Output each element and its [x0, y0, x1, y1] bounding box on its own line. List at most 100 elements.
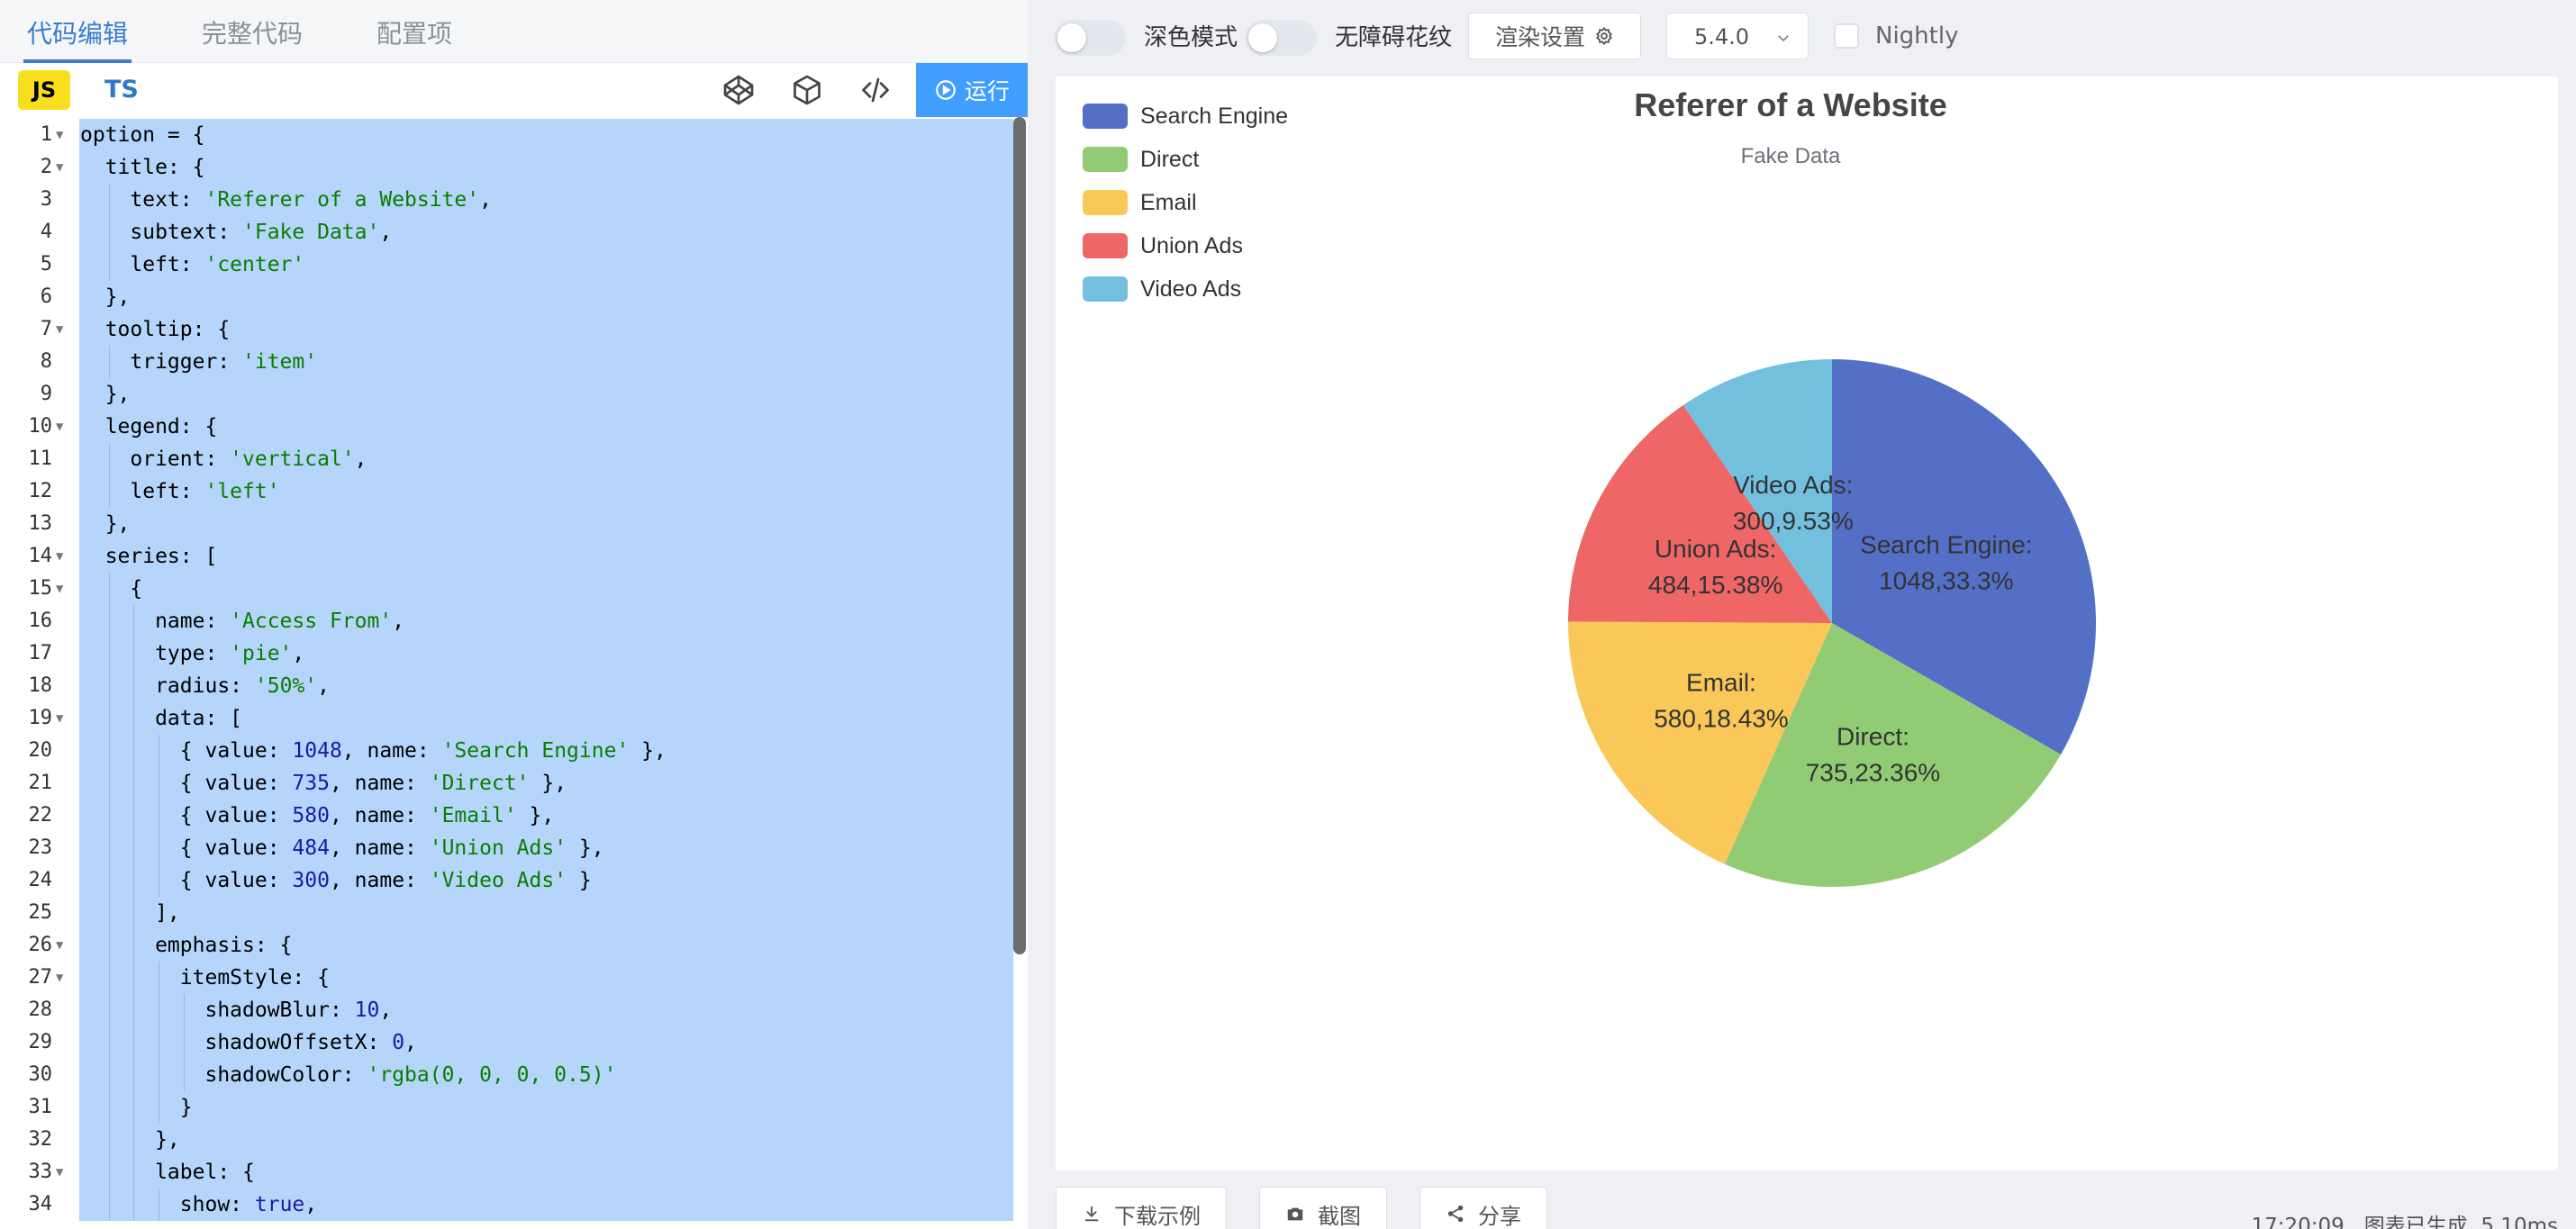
- nightly-label: Nightly: [1875, 23, 1959, 50]
- code-line: 31 }: [0, 1091, 1028, 1124]
- selection-highlight: [79, 832, 1013, 864]
- pie-slice[interactable]: [1832, 359, 2096, 755]
- line-number: 17: [28, 642, 53, 664]
- chevron-down-icon: [1778, 35, 1789, 42]
- selection-highlight: [79, 670, 1013, 702]
- line-number: 21: [28, 772, 53, 794]
- render-settings-button[interactable]: 渲染设置: [1468, 13, 1641, 59]
- dark-mode-toggle[interactable]: [1054, 20, 1126, 56]
- indent-guide: [183, 1026, 185, 1059]
- selection-highlight: [79, 119, 1013, 151]
- code-text: tooltip: {: [80, 318, 231, 341]
- selection-highlight: [79, 249, 1013, 281]
- code-line: 13 },: [0, 508, 1028, 540]
- code-line: 7 ▼ tooltip: {: [0, 313, 1028, 346]
- accessibility-pattern-toggle[interactable]: [1245, 20, 1317, 56]
- run-button[interactable]: 运行: [916, 63, 1028, 117]
- indent-guide: [133, 1091, 135, 1124]
- code-text: itemStyle: {: [80, 966, 330, 990]
- indent-guide: [108, 475, 110, 508]
- line-number: 31: [28, 1096, 53, 1118]
- selection-highlight: [79, 540, 1013, 573]
- fold-arrow-icon[interactable]: ▼: [56, 582, 64, 596]
- codesandbox-icon[interactable]: [791, 74, 823, 106]
- legend-swatch[interactable]: [1083, 276, 1128, 302]
- line-number: 16: [28, 610, 53, 632]
- fold-arrow-icon[interactable]: ▼: [56, 128, 64, 142]
- pie-slice[interactable]: [1568, 405, 1832, 623]
- code-text: trigger: 'item': [80, 350, 318, 374]
- fold-arrow-icon[interactable]: ▼: [56, 711, 64, 726]
- pie-chart: Referer of a Website Fake Data Search Engi…: [1083, 86, 2096, 888]
- indent-guide: [133, 962, 135, 994]
- legend-label[interactable]: Union Ads: [1140, 233, 1243, 258]
- indent-guide: [108, 702, 110, 735]
- legend-swatch[interactable]: [1083, 233, 1128, 258]
- indent-guide: [133, 1059, 135, 1091]
- pie-slice[interactable]: [1568, 621, 1832, 864]
- selection-highlight: [79, 443, 1013, 475]
- nightly-checkbox[interactable]: [1834, 23, 1859, 49]
- selection-highlight: [79, 411, 1013, 443]
- legend-label[interactable]: Video Ads: [1140, 276, 1241, 302]
- js-language-button[interactable]: JS: [18, 70, 70, 110]
- fold-arrow-icon[interactable]: ▼: [56, 549, 64, 564]
- code-text: },: [80, 512, 131, 536]
- indent-guide: [133, 1026, 135, 1059]
- legend-swatch[interactable]: [1083, 147, 1128, 172]
- slice-label: Search Engine: 1048,33.3%: [1860, 531, 2032, 595]
- code-text: shadowColor: 'rgba(0, 0, 0, 0.5)': [80, 1063, 617, 1087]
- code-text: },: [80, 383, 131, 406]
- selection-highlight: [79, 1124, 1013, 1156]
- fold-arrow-icon[interactable]: ▼: [56, 322, 64, 337]
- fold-arrow-icon[interactable]: ▼: [56, 160, 64, 175]
- selection-highlight: [79, 346, 1013, 378]
- indent-guide: [108, 897, 110, 929]
- tab-config[interactable]: 配置项: [376, 19, 453, 49]
- codepen-icon[interactable]: [722, 74, 755, 106]
- code-line: 22 { value: 580, name: 'Email' },: [0, 800, 1028, 832]
- legend-swatch[interactable]: [1083, 190, 1128, 215]
- fold-arrow-icon[interactable]: ▼: [56, 1165, 64, 1179]
- indent-guide: [108, 1188, 110, 1221]
- code-text: ],: [80, 901, 180, 925]
- selection-highlight: [79, 929, 1013, 962]
- fold-arrow-icon[interactable]: ▼: [56, 971, 64, 985]
- code-text: { value: 580, name: 'Email' },: [80, 804, 555, 827]
- legend-label[interactable]: Direct: [1140, 147, 1199, 172]
- code-editor[interactable]: 1 ▼ option = {2 ▼ title: {3 text: 'Referer …: [0, 117, 1028, 1229]
- tab-code-edit[interactable]: 代码编辑: [23, 0, 132, 63]
- code-text: { value: 300, name: 'Video Ads' }: [80, 869, 592, 892]
- code-text: option = {: [80, 123, 205, 147]
- embed-code-icon[interactable]: [859, 74, 892, 106]
- pie-slice[interactable]: [1683, 359, 1832, 623]
- pie-slice[interactable]: [1724, 623, 2062, 888]
- line-number: 15: [28, 577, 53, 600]
- indent-guide: [133, 767, 135, 800]
- legend-label[interactable]: Email: [1140, 190, 1197, 215]
- ts-language-button[interactable]: TS: [104, 76, 139, 104]
- fold-arrow-icon[interactable]: ▼: [56, 938, 64, 953]
- line-number: 5: [40, 253, 52, 276]
- indent-guide: [133, 735, 135, 767]
- screenshot-button[interactable]: 截图: [1259, 1187, 1387, 1229]
- indent-guide: [108, 864, 110, 897]
- share-button[interactable]: 分享: [1420, 1187, 1547, 1229]
- line-number: 29: [28, 1031, 53, 1053]
- selection-highlight: [79, 151, 1013, 184]
- selection-highlight: [79, 1188, 1013, 1221]
- fold-arrow-icon[interactable]: ▼: [56, 420, 64, 434]
- indent-guide: [133, 1188, 135, 1221]
- code-line: 4 subtext: 'Fake Data',: [0, 216, 1028, 249]
- legend-swatch[interactable]: [1083, 104, 1128, 129]
- legend-label[interactable]: Search Engine: [1140, 104, 1288, 129]
- code-line: 17 type: 'pie',: [0, 637, 1028, 670]
- version-select[interactable]: 5.4.0: [1666, 13, 1809, 59]
- editor-scrollbar[interactable]: [1013, 117, 1026, 954]
- tab-full-code[interactable]: 完整代码: [202, 19, 304, 49]
- selection-highlight: [79, 605, 1013, 637]
- code-line: 29 shadowOffsetX: 0,: [0, 1026, 1028, 1059]
- download-example-button[interactable]: 下载示例: [1056, 1187, 1227, 1229]
- line-number: 18: [28, 674, 53, 697]
- slice-label: Video Ads: 300,9.53%: [1733, 471, 1854, 535]
